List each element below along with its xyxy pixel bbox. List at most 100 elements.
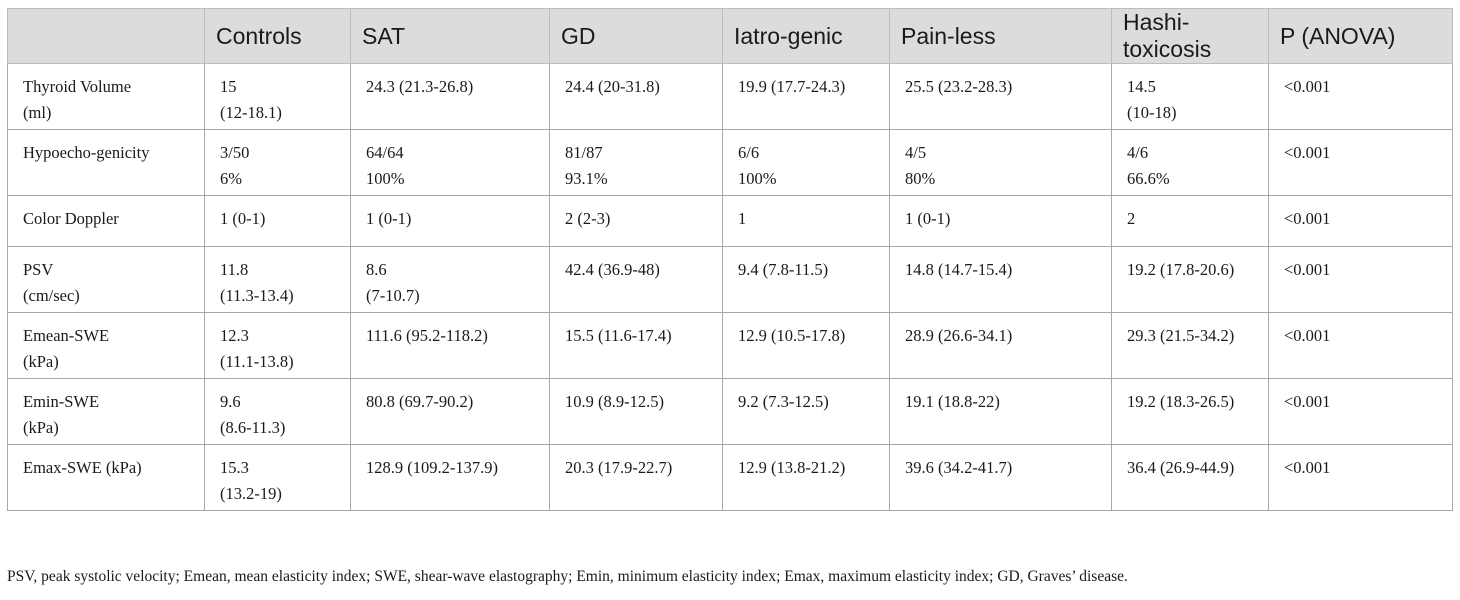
table-cell: 12.3 (11.1-13.8) <box>204 312 351 379</box>
table-cell: 11.8 (11.3-13.4) <box>204 246 351 313</box>
table-cell: 4/5 80% <box>889 129 1112 196</box>
table-cell: 2 <box>1111 195 1269 247</box>
table-cell: 1 (0-1) <box>350 195 550 247</box>
cell-line: 1 (0-1) <box>366 209 412 228</box>
row-label-line: Hypoecho-genicity <box>23 143 150 162</box>
header-cell-iatrogenic: Iatro-genic <box>722 8 890 64</box>
cell-line: 111.6 (95.2-118.2) <box>366 326 488 345</box>
cell-line: 64/64 <box>366 143 404 162</box>
results-table: Controls SAT GD Iatro-genic Pain-less Ha… <box>7 8 1453 511</box>
row-label-line: (cm/sec) <box>23 286 80 305</box>
cell-line: 19.2 (18.3-26.5) <box>1127 392 1235 411</box>
cell-line: <0.001 <box>1284 143 1331 162</box>
table-cell: 19.2 (17.8-20.6) <box>1111 246 1269 313</box>
cell-line: 1 <box>738 209 747 228</box>
table-cell: 24.3 (21.3-26.8) <box>350 63 550 130</box>
table-cell: 24.4 (20-31.8) <box>549 63 723 130</box>
header-cell-painless: Pain-less <box>889 8 1112 64</box>
table-cell: 2 (2-3) <box>549 195 723 247</box>
table-cell: 36.4 (26.9-44.9) <box>1111 444 1269 511</box>
header-cell-gd: GD <box>549 8 723 64</box>
cell-line: (7-10.7) <box>366 286 420 305</box>
row-label: PSV (cm/sec) <box>7 246 205 313</box>
cell-line: 39.6 (34.2-41.7) <box>905 458 1013 477</box>
cell-line: 14.5 <box>1127 77 1156 96</box>
table-cell: 9.6 (8.6-11.3) <box>204 378 351 445</box>
row-label-line: (ml) <box>23 103 52 122</box>
cell-line: 4/6 <box>1127 143 1149 162</box>
cell-line: 36.4 (26.9-44.9) <box>1127 458 1235 477</box>
cell-line: 24.3 (21.3-26.8) <box>366 77 474 96</box>
row-label-line: (kPa) <box>23 352 59 371</box>
cell-line: 6% <box>220 169 242 188</box>
cell-line: 66.6% <box>1127 169 1170 188</box>
table-cell: 9.4 (7.8-11.5) <box>722 246 890 313</box>
row-label: Emin-SWE (kPa) <box>7 378 205 445</box>
table-row: Emax-SWE (kPa) 15.3 (13.2-19) 128.9 (109.2-… <box>7 444 1453 511</box>
cell-line: 24.4 (20-31.8) <box>565 77 660 96</box>
cell-line: 11.8 <box>220 260 249 279</box>
cell-line: 15 <box>220 77 237 96</box>
cell-line: 10.9 (8.9-12.5) <box>565 392 664 411</box>
cell-line: 12.3 <box>220 326 249 345</box>
cell-line: 6/6 <box>738 143 760 162</box>
table-row: Emean-SWE (kPa) 12.3 (11.1-13.8) 111.6 (95.2… <box>7 312 1453 379</box>
table-cell: 14.8 (14.7-15.4) <box>889 246 1112 313</box>
cell-line: 1 (0-1) <box>220 209 266 228</box>
table-cell: 6/6 100% <box>722 129 890 196</box>
cell-line: 100% <box>738 169 777 188</box>
row-label-line: PSV <box>23 260 54 279</box>
table-cell: 64/64 100% <box>350 129 550 196</box>
table-cell: 25.5 (23.2-28.3) <box>889 63 1112 130</box>
cell-line: 28.9 (26.6-34.1) <box>905 326 1013 345</box>
cell-line: 2 <box>1127 209 1136 228</box>
cell-line: <0.001 <box>1284 326 1331 345</box>
header-cell-sat: SAT <box>350 8 550 64</box>
cell-line: 42.4 (36.9-48) <box>565 260 660 279</box>
table-footnote: PSV, peak systolic velocity; Emean, mean… <box>7 568 1128 585</box>
cell-line: 80.8 (69.7-90.2) <box>366 392 474 411</box>
row-label-line: Emin-SWE <box>23 392 100 411</box>
table-cell: 19.9 (17.7-24.3) <box>722 63 890 130</box>
table-cell: 39.6 (34.2-41.7) <box>889 444 1112 511</box>
row-label-line: Thyroid Volume <box>23 77 132 96</box>
table-cell: 80.8 (69.7-90.2) <box>350 378 550 445</box>
cell-line: 8.6 <box>366 260 387 279</box>
cell-line: 81/87 <box>565 143 603 162</box>
cell-line: <0.001 <box>1284 209 1331 228</box>
cell-line: 128.9 (109.2-137.9) <box>366 458 498 477</box>
table-cell: <0.001 <box>1268 246 1453 313</box>
cell-line: 25.5 (23.2-28.3) <box>905 77 1013 96</box>
cell-line: 12.9 (10.5-17.8) <box>738 326 846 345</box>
row-label-line: Emean-SWE <box>23 326 110 345</box>
table-cell: 12.9 (10.5-17.8) <box>722 312 890 379</box>
cell-line: 100% <box>366 169 405 188</box>
row-label: Hypoecho-genicity <box>7 129 205 196</box>
table-cell: <0.001 <box>1268 378 1453 445</box>
cell-line: (10-18) <box>1127 103 1177 122</box>
cell-line: 4/5 <box>905 143 927 162</box>
table-cell: 14.5 (10-18) <box>1111 63 1269 130</box>
table-cell: 8.6 (7-10.7) <box>350 246 550 313</box>
cell-line: (11.1-13.8) <box>220 352 294 371</box>
header-cell-p-anova: P (ANOVA) <box>1268 8 1453 64</box>
table-cell: 15.5 (11.6-17.4) <box>549 312 723 379</box>
table-row: Color Doppler 1 (0-1) 1 (0-1) 2 (2-3) 1 1 (0-… <box>7 195 1453 247</box>
table-cell: 15 (12-18.1) <box>204 63 351 130</box>
cell-line: 29.3 (21.5-34.2) <box>1127 326 1235 345</box>
cell-line: <0.001 <box>1284 260 1331 279</box>
table-cell: <0.001 <box>1268 444 1453 511</box>
table-cell: 42.4 (36.9-48) <box>549 246 723 313</box>
table-row: Thyroid Volume (ml) 15 (12-18.1) 24.3 (21.3-… <box>7 63 1453 130</box>
row-label-line: (kPa) <box>23 418 59 437</box>
cell-line: 15.5 (11.6-17.4) <box>565 326 672 345</box>
header-cell-blank <box>7 8 205 64</box>
cell-line: 80% <box>905 169 936 188</box>
table-cell: 12.9 (13.8-21.2) <box>722 444 890 511</box>
table-cell: <0.001 <box>1268 129 1453 196</box>
cell-line: 20.3 (17.9-22.7) <box>565 458 673 477</box>
table-cell: 15.3 (13.2-19) <box>204 444 351 511</box>
row-label-line: Emax-SWE (kPa) <box>23 458 142 477</box>
cell-line: (12-18.1) <box>220 103 282 122</box>
cell-line: <0.001 <box>1284 392 1331 411</box>
